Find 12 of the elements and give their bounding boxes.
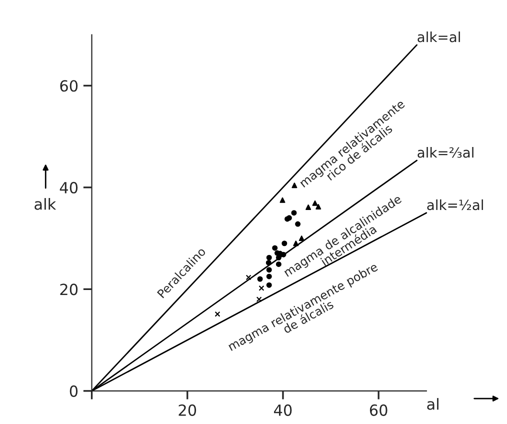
y-tick-label: 60 [60, 80, 78, 92]
x-axis-title: al [427, 398, 438, 410]
x-tick-label: 20 [178, 404, 196, 416]
series-label: alk=⅔al [418, 147, 474, 158]
series-label: alk=½al [427, 199, 483, 210]
x-tick-label: 40 [274, 404, 292, 416]
y-tick-label: 20 [60, 284, 78, 296]
y-tick-label: 0 [70, 385, 78, 397]
x-tick-label: 60 [370, 404, 388, 416]
y-tick-label: 40 [60, 182, 78, 194]
y-axis-title: alk [34, 198, 56, 210]
series-label: alk=al [418, 32, 460, 42]
